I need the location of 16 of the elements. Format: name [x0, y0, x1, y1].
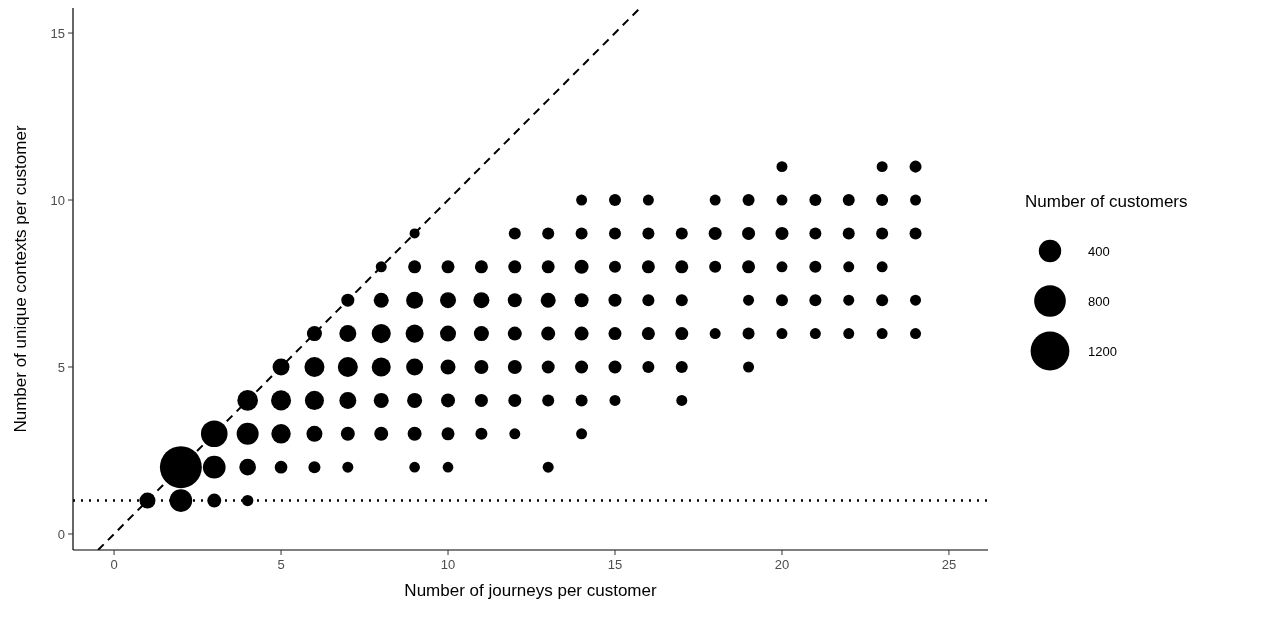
x-tick-label: 15	[607, 557, 623, 572]
x-tick-label: 5	[277, 557, 285, 572]
legend-label: 400	[1088, 243, 1110, 259]
x-tick-label: 20	[774, 557, 790, 572]
y-tick-label: 10	[50, 192, 65, 208]
legend-label: 1200	[1088, 343, 1117, 359]
x-tick-label: 25	[941, 557, 957, 572]
legend-title: Number of customers	[1025, 191, 1188, 211]
y-axis-title: Number of unique contexts per customer	[11, 125, 30, 433]
y-tick-label: 0	[57, 526, 65, 542]
y-tick-label: 5	[57, 359, 65, 375]
legend-label: 800	[1088, 293, 1110, 309]
x-axis-title: Number of journeys per customer	[404, 581, 657, 600]
x-tick-label: 0	[110, 557, 118, 572]
y-tick-label: 15	[50, 25, 65, 41]
x-tick-label: 10	[440, 557, 456, 572]
